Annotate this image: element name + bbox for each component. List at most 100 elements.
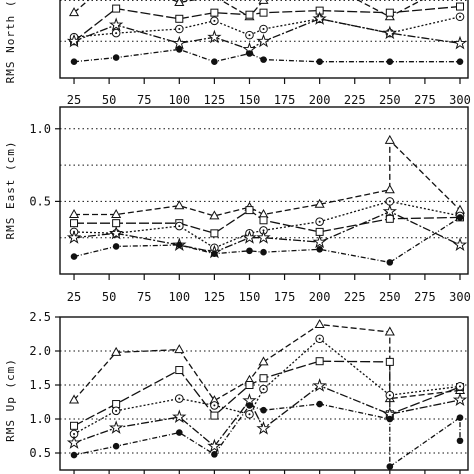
star-marker — [207, 438, 222, 453]
star-marker — [312, 378, 327, 392]
dot-marker — [260, 406, 267, 414]
star-marker — [207, 29, 222, 44]
series-circle-dot — [69, 334, 465, 439]
dot-marker — [386, 415, 394, 423]
panel-3: 0.5 1.0 1.5 2.0 2.5 RMS Up (cm) — [4, 310, 469, 474]
circle-dot-center — [178, 225, 181, 228]
star-marker — [452, 237, 468, 252]
x-tick-label: 100 — [168, 93, 190, 107]
star-marker — [452, 392, 468, 407]
triangle-marker — [209, 210, 220, 220]
dot-marker — [316, 58, 323, 65]
star-marker — [312, 11, 327, 25]
dot-marker — [112, 54, 120, 61]
triangle-marker — [384, 134, 395, 144]
square-marker — [210, 8, 219, 17]
square-marker — [245, 10, 254, 19]
series-dot — [70, 46, 464, 65]
panel-2: 0.5 1.0 25 50 75 100 125 150 175 200 225 250 275 300 R… — [4, 106, 471, 304]
x-tick-label: 150 — [239, 290, 261, 304]
square-marker — [385, 214, 394, 223]
circle-dot-center — [459, 15, 461, 18]
x-tick-label: 125 — [204, 93, 226, 107]
star-marker — [108, 17, 124, 32]
square-marker — [70, 219, 79, 228]
dot-marker — [175, 241, 183, 249]
x-tick-label: 50 — [102, 290, 116, 304]
circle-dot-center — [213, 19, 216, 22]
y-axis-label: RMS Up (cm) — [4, 358, 17, 442]
dot-marker — [175, 429, 183, 436]
star-marker — [242, 230, 257, 244]
x-tick-label: 75 — [137, 93, 151, 107]
x-tick-label: 200 — [309, 290, 331, 304]
star-marker — [66, 435, 82, 449]
square-marker — [210, 411, 219, 420]
square-marker — [210, 229, 219, 238]
square-marker — [245, 206, 254, 215]
triangle-marker — [314, 198, 325, 208]
dot-marker — [316, 400, 323, 408]
square-marker — [259, 374, 268, 383]
dot-marker — [386, 259, 394, 266]
dot-marker — [456, 437, 464, 445]
dot-marker — [246, 50, 253, 57]
star-marker — [172, 409, 187, 424]
circle-dot-center — [318, 337, 321, 340]
dot-marker — [456, 214, 464, 221]
x-tick-label: 100 — [168, 290, 190, 304]
x-tick-label: 75 — [137, 290, 151, 304]
square-marker — [315, 227, 324, 236]
star-marker — [256, 420, 271, 435]
x-tick-label: 225 — [344, 290, 366, 304]
dot-marker — [211, 58, 218, 65]
x-tick-label: 25 — [67, 290, 81, 304]
circle-dot-center — [318, 220, 321, 223]
x-tick-label: 300 — [449, 93, 471, 107]
y-tick-label: 0.5 — [29, 194, 51, 208]
dot-marker — [456, 58, 464, 65]
circle-dot-center — [388, 394, 391, 397]
square-marker — [175, 14, 184, 23]
dot-marker — [70, 58, 78, 65]
dot-marker — [70, 253, 78, 260]
circle-dot-center — [248, 413, 251, 416]
series-circle-dot — [69, 197, 465, 253]
x-tick-label: 250 — [379, 290, 401, 304]
triangle-marker — [68, 208, 80, 218]
series-dot — [70, 214, 464, 266]
series-line — [73, 403, 461, 468]
star-marker — [382, 25, 397, 40]
square-marker — [245, 381, 254, 389]
x-tick-label: 275 — [414, 93, 436, 107]
circle-dot-center — [262, 388, 265, 391]
star-marker — [452, 35, 468, 50]
star-marker — [256, 33, 271, 48]
dot-marker — [246, 247, 253, 255]
triangle-marker — [314, 318, 325, 328]
square-marker — [456, 2, 464, 11]
x-tick-label: 225 — [344, 93, 366, 107]
x-tick-label: 25 — [67, 93, 81, 107]
x-tick-label: 50 — [102, 93, 116, 107]
square-marker — [315, 357, 324, 366]
plot-frame — [59, 106, 469, 275]
star-marker — [256, 230, 271, 244]
dot-marker — [211, 250, 218, 257]
square-marker — [70, 421, 79, 430]
series-line — [74, 138, 461, 217]
series-square — [70, 2, 464, 46]
circle-dot-center — [262, 28, 265, 30]
star-marker — [108, 225, 124, 240]
star-marker — [172, 35, 187, 50]
circle-dot-center — [388, 200, 391, 203]
dot-marker — [175, 46, 183, 53]
x-tick-label: 125 — [204, 290, 226, 304]
series-triangle — [68, 134, 466, 220]
series-star — [66, 11, 468, 56]
y-tick-label: 2.5 — [29, 310, 51, 324]
star-marker — [312, 234, 327, 249]
circle-dot-center — [73, 432, 76, 435]
x-tick-label: 250 — [379, 93, 401, 107]
triangle-marker — [111, 208, 122, 218]
